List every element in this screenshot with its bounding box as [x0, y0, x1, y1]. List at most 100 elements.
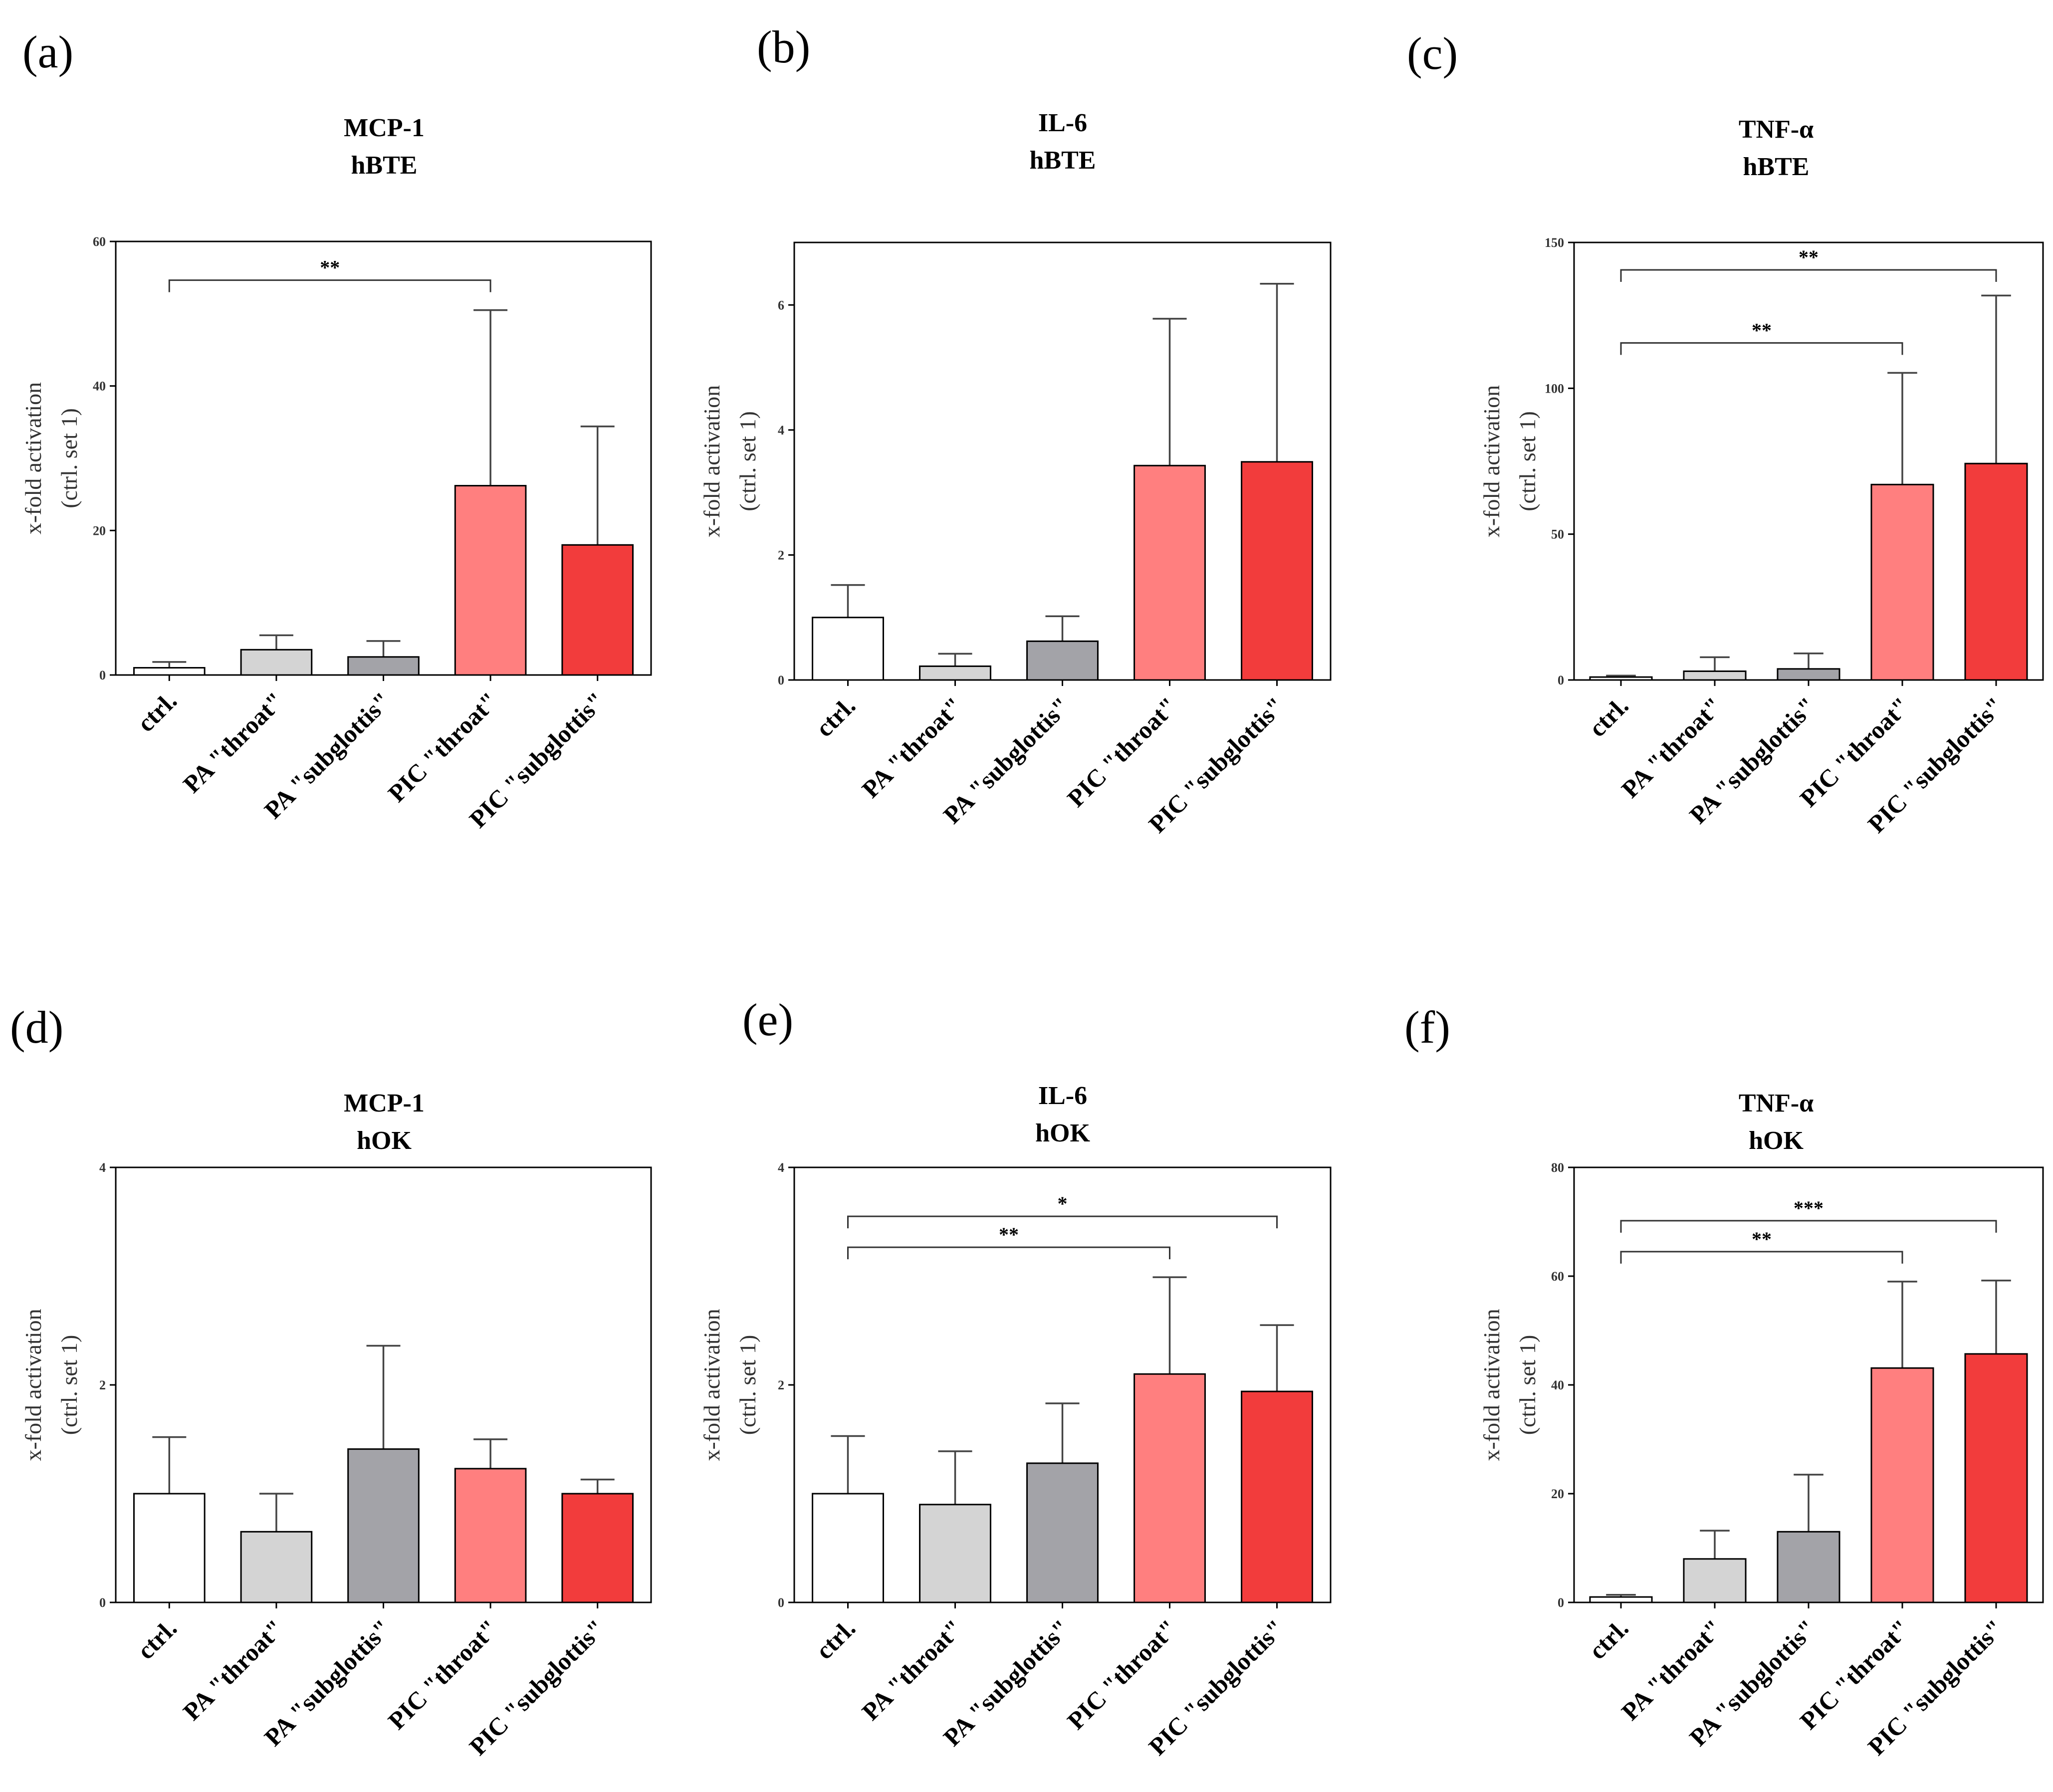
chart-subtitle: hOK [357, 1126, 412, 1155]
significance-bracket [847, 1246, 1170, 1260]
chart-title: TNF-α [1739, 1089, 1814, 1118]
panel-b: (b) IL-6 hBTE x-fold activation (ctrl. set 1… [699, 21, 1332, 838]
chart-subtitle: hOK [1749, 1126, 1804, 1155]
bar [133, 667, 206, 676]
panel-a: (a) MCP-1 hBTE x-fold activation (ctrl. set … [20, 26, 652, 833]
bar [1870, 483, 1934, 681]
significance-label: * [1058, 1192, 1068, 1215]
y-tick-label: 20 [93, 523, 106, 538]
chart-subtitle: hBTE [1743, 153, 1810, 181]
panel-d: (d) MCP-1 hOK x-fold activation (ctrl. set 1… [10, 1002, 652, 1761]
bar [919, 1504, 991, 1603]
y-tick-label: 4 [99, 1160, 106, 1175]
bar [1026, 640, 1099, 681]
chart-title: IL-6 [1038, 1082, 1087, 1110]
x-tick-label: ctrl. [810, 691, 861, 742]
bar [1589, 676, 1653, 681]
y-tick-label: 2 [778, 548, 784, 562]
y-tick-label: 0 [778, 673, 784, 687]
y-tick-label: 80 [1551, 1160, 1564, 1175]
y-tick-label: 2 [99, 1378, 106, 1392]
bar [240, 1531, 313, 1603]
panel-label: (e) [742, 994, 793, 1045]
x-tick-label: ctrl. [1583, 691, 1633, 742]
bar [1683, 1558, 1747, 1603]
chart-subtitle: hBTE [1030, 146, 1096, 175]
bar [1589, 1596, 1653, 1603]
bar [454, 1468, 527, 1603]
x-tick-label: PIC "throat" [1062, 691, 1182, 812]
significance-label: ** [320, 256, 340, 279]
significance-label: ** [1799, 246, 1819, 268]
bar [1241, 461, 1313, 681]
y-tick-label: 0 [1558, 1595, 1564, 1610]
y-tick-label: 150 [1545, 235, 1564, 250]
y-axis-label: x-fold activation [1479, 1309, 1504, 1461]
y-axis-label-unit: (ctrl. set 1) [56, 408, 82, 508]
bar [1777, 668, 1840, 681]
y-tick-label: 40 [1551, 1378, 1564, 1392]
panel-label: (c) [1407, 28, 1458, 79]
y-tick-label: 4 [778, 423, 784, 438]
x-tick-label: PIC "throat" [383, 1614, 503, 1735]
x-tick-label: PA "throat" [856, 1614, 968, 1726]
bar [812, 1493, 884, 1603]
bar [919, 665, 991, 681]
significance-label: ** [1752, 1228, 1772, 1250]
y-tick-label: 100 [1545, 381, 1564, 396]
y-tick-label: 60 [93, 234, 106, 249]
bar [1870, 1367, 1934, 1603]
panel-label: (a) [22, 26, 73, 77]
y-axis-label: x-fold activation [20, 1309, 46, 1461]
bar [1964, 1353, 2028, 1603]
significance-bracket [847, 1215, 1278, 1229]
y-tick-label: 20 [1551, 1487, 1564, 1501]
x-tick-label: ctrl. [132, 1614, 182, 1664]
significance-label: *** [1794, 1197, 1824, 1219]
bar [240, 649, 313, 676]
bar [347, 656, 420, 676]
y-axis-label-unit: (ctrl. set 1) [1515, 1335, 1540, 1435]
y-tick-label: 4 [778, 1160, 784, 1175]
panel-label: (b) [757, 21, 810, 72]
bar [347, 1448, 420, 1603]
bar [1241, 1390, 1313, 1603]
significance-bracket [168, 279, 491, 292]
y-tick-label: 50 [1551, 527, 1564, 542]
bar [1683, 670, 1747, 681]
bar [1134, 464, 1206, 681]
bar [1777, 1531, 1840, 1603]
significance-label: ** [999, 1223, 1019, 1246]
x-tick-label: PA "throat" [856, 691, 968, 803]
y-axis-label: x-fold activation [699, 385, 724, 537]
y-tick-label: 40 [93, 379, 106, 394]
x-tick-label: ctrl. [132, 686, 182, 737]
panel-label: (f) [1404, 1002, 1450, 1053]
y-tick-label: 0 [1558, 673, 1564, 687]
bar [454, 485, 527, 676]
chart-subtitle: hOK [1035, 1119, 1090, 1147]
x-tick-label: PA "throat" [178, 686, 289, 798]
chart-title: MCP-1 [344, 1089, 425, 1118]
chart-title: MCP-1 [344, 114, 425, 142]
x-tick-label: ctrl. [810, 1614, 861, 1664]
y-axis-label: x-fold activation [1479, 385, 1504, 537]
chart-title: TNF-α [1739, 115, 1814, 144]
y-tick-label: 0 [99, 1595, 106, 1610]
y-axis-label-unit: (ctrl. set 1) [1515, 411, 1540, 511]
y-axis-label-unit: (ctrl. set 1) [735, 411, 760, 511]
significance-label: ** [1752, 319, 1772, 341]
significance-bracket [1620, 1251, 1903, 1264]
x-tick-label: PIC "throat" [383, 686, 503, 807]
y-axis-label-unit: (ctrl. set 1) [56, 1335, 82, 1435]
bar [133, 1493, 206, 1603]
significance-bracket [1620, 269, 1997, 282]
bar [812, 617, 884, 681]
chart-subtitle: hBTE [351, 151, 418, 180]
significance-bracket [1620, 342, 1903, 355]
bar [1134, 1373, 1206, 1603]
y-tick-label: 60 [1551, 1269, 1564, 1284]
y-tick-label: 0 [778, 1595, 784, 1610]
bar [1964, 462, 2028, 681]
